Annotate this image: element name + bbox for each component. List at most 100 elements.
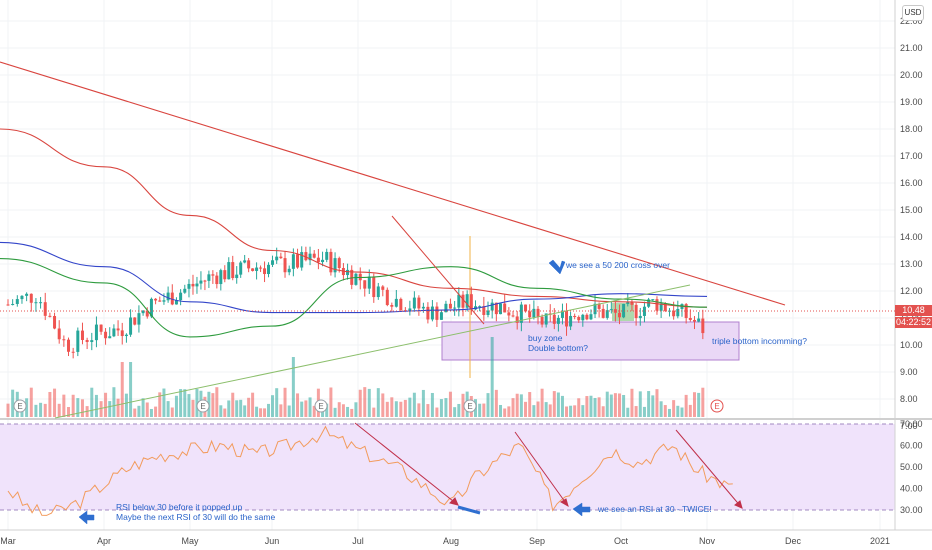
volume-bar xyxy=(585,396,589,417)
price-tick-label: 10.00 xyxy=(900,340,923,350)
volume-bar xyxy=(350,408,354,417)
volume-bar xyxy=(515,393,519,417)
rsi-next-30-note: Maybe the next RSI of 30 will do the sam… xyxy=(116,512,275,522)
candle-body xyxy=(701,318,705,334)
candle-body xyxy=(556,317,560,324)
candle-body xyxy=(565,310,569,327)
candle-body xyxy=(287,268,291,273)
candle-body xyxy=(593,303,597,315)
rsi-twice-note: we see an RSI at 30 - TWICE! xyxy=(597,504,712,514)
volume-bar xyxy=(287,405,291,417)
rsi-arrow-2-head xyxy=(560,498,569,508)
rsi-arrow-3 xyxy=(675,429,743,509)
candle-body xyxy=(385,289,389,306)
volume-bar xyxy=(613,393,617,417)
earnings-marker[interactable]: E xyxy=(13,399,27,413)
volume-bar xyxy=(507,406,511,417)
candle-body xyxy=(243,260,247,263)
price-tick-label: 13.00 xyxy=(900,259,923,269)
volume-bar xyxy=(187,394,191,417)
ma200-line[interactable] xyxy=(0,128,708,308)
currency-badge[interactable]: USD xyxy=(902,5,924,21)
candle-body xyxy=(25,293,29,296)
rsi-twice-arrow-icon xyxy=(572,502,591,517)
volume-bar xyxy=(71,394,75,417)
volume-bar xyxy=(300,401,304,417)
earnings-marker[interactable]: E xyxy=(196,399,210,413)
volume-bar xyxy=(701,387,705,417)
volume-bar xyxy=(417,403,421,417)
volume-bar xyxy=(647,391,651,417)
volume-bar xyxy=(381,393,385,417)
countdown-tag: 04:22:52 xyxy=(895,317,932,328)
price-tick-label: 20.00 xyxy=(900,70,923,80)
volume-bar xyxy=(43,403,47,417)
candle-body xyxy=(53,316,57,329)
candle-body xyxy=(312,253,316,258)
long-downtrend-line[interactable] xyxy=(0,61,786,306)
volume-bar xyxy=(57,403,61,417)
volume-bar xyxy=(421,389,425,417)
volume-bar xyxy=(672,400,676,417)
volume-bar xyxy=(154,406,158,417)
candle-body xyxy=(519,304,523,323)
volume-bar xyxy=(556,392,560,417)
volume-bar xyxy=(149,408,153,417)
volume-bar xyxy=(540,388,544,417)
price-tick-label: 8.00 xyxy=(900,394,918,404)
ma50-line[interactable] xyxy=(0,258,708,338)
candle-body xyxy=(187,283,191,289)
rsi-trend-arrows xyxy=(354,422,743,509)
earnings-marker[interactable]: E xyxy=(463,399,477,413)
volume-bar xyxy=(593,397,597,417)
candle-body xyxy=(536,308,540,317)
candle-body xyxy=(329,251,333,273)
volume-bar xyxy=(544,402,548,417)
candle-body xyxy=(203,280,207,282)
candle-body xyxy=(124,334,128,337)
earnings-marker[interactable]: E xyxy=(314,399,328,413)
candle-body xyxy=(544,313,548,325)
volume-bar xyxy=(630,388,634,417)
time-tick-label: Apr xyxy=(97,536,111,546)
candle-body xyxy=(333,258,337,273)
time-tick-label: Aug xyxy=(443,536,459,546)
volume-bar xyxy=(90,387,94,417)
volume-bar xyxy=(296,393,300,417)
candle-body xyxy=(267,264,271,275)
volume-bar xyxy=(39,402,43,417)
volume-bar xyxy=(191,399,195,417)
volume-bar xyxy=(215,387,219,417)
time-tick-label: Jul xyxy=(352,536,364,546)
candle-body xyxy=(15,299,19,304)
candle-body xyxy=(57,328,61,340)
candle-body xyxy=(430,306,434,320)
volume-bar xyxy=(358,389,362,417)
rsi-below-30-note: RSI below 30 before it popped up xyxy=(116,502,242,512)
candle-body xyxy=(108,336,112,339)
volume-bar xyxy=(312,405,316,417)
earnings-marker-label: E xyxy=(714,402,719,411)
volume-bar xyxy=(80,399,84,417)
volume-bar xyxy=(231,392,235,417)
volume-bar xyxy=(461,393,465,417)
candle-body xyxy=(296,254,300,268)
short-downtrend-line[interactable] xyxy=(391,215,485,325)
rsi-arrow-2 xyxy=(514,431,569,507)
rising-support-line[interactable] xyxy=(54,284,691,419)
price-tick-label: 9.00 xyxy=(900,367,918,377)
volume-bar xyxy=(688,404,692,417)
candle-body xyxy=(585,314,589,320)
candle-body xyxy=(515,316,519,323)
candle-body xyxy=(552,314,556,324)
volume-bar xyxy=(227,400,231,417)
candle-body xyxy=(191,283,195,287)
triple-bottom-note: triple bottom incomming? xyxy=(712,336,807,346)
candle-body xyxy=(80,330,84,340)
candle-body xyxy=(90,340,94,343)
candle-body xyxy=(486,310,490,315)
rsi-line[interactable] xyxy=(7,425,733,516)
earnings-marker[interactable]: E xyxy=(710,399,724,413)
volume-bar xyxy=(304,400,308,417)
candle-body xyxy=(376,286,380,298)
